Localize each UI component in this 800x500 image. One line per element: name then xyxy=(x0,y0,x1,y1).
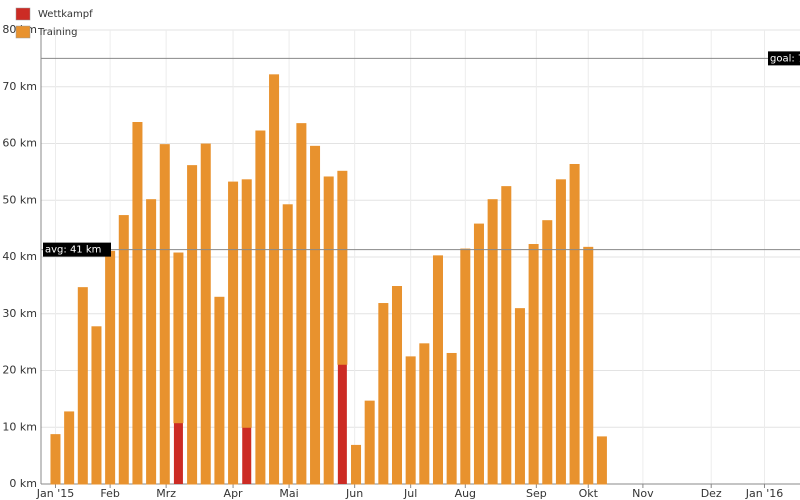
bar-segment xyxy=(255,130,266,485)
y-tick-label: 10 km xyxy=(2,420,37,433)
bar-segment xyxy=(432,255,443,485)
bar-segment xyxy=(378,303,389,485)
x-tick-label: Jan '15 xyxy=(36,487,74,500)
bar-segment xyxy=(460,248,471,485)
x-tick-label: Sep xyxy=(526,487,547,500)
x-tick-label: Okt xyxy=(579,487,599,500)
bar-segment xyxy=(77,287,88,485)
y-tick-label: 40 km xyxy=(2,250,37,263)
bar-segment xyxy=(555,179,566,485)
bar-segment xyxy=(405,356,416,485)
x-tick-label: Jan '16 xyxy=(745,487,783,500)
bar-segment xyxy=(310,145,321,485)
bar-segment xyxy=(187,165,198,485)
x-tick-label: Jun xyxy=(345,487,363,500)
y-tick-label: 30 km xyxy=(2,307,37,320)
x-tick-label: Mrz xyxy=(156,487,176,500)
x-tick-label: Nov xyxy=(632,487,654,500)
y-tick-label: 0 km xyxy=(9,477,37,490)
y-tick-label: 20 km xyxy=(2,364,37,377)
x-tick-label: Apr xyxy=(224,487,244,500)
y-tick-label: 70 km xyxy=(2,80,37,93)
bar-segment xyxy=(159,144,170,485)
x-tick-label: Mai xyxy=(279,487,298,500)
bar-segment xyxy=(282,204,293,485)
bar-segment xyxy=(242,427,252,484)
bar-segment xyxy=(200,143,211,485)
bar-segment xyxy=(542,220,553,485)
bar-segment xyxy=(446,352,457,485)
bar-segment xyxy=(351,444,362,485)
bar-segment xyxy=(269,74,280,485)
bar-segment xyxy=(50,434,61,485)
x-tick-label: Aug xyxy=(455,487,476,500)
x-tick-label: Feb xyxy=(100,487,119,500)
legend-swatch xyxy=(15,7,31,21)
bar-segment xyxy=(337,170,348,365)
bar-segment xyxy=(241,179,252,428)
reference-label-bg xyxy=(43,242,111,257)
bar-segment xyxy=(391,286,403,485)
bar-segment xyxy=(173,252,184,424)
bar-segment xyxy=(91,326,102,485)
bar-segment xyxy=(132,122,143,485)
bar-segment xyxy=(487,199,498,485)
bar-segment xyxy=(118,215,129,485)
bar-segment xyxy=(173,422,183,484)
bar-segment xyxy=(501,186,512,485)
bar-segment xyxy=(337,364,347,484)
legend-swatch xyxy=(15,25,31,39)
y-tick-label: 60 km xyxy=(2,137,37,150)
bar-segment xyxy=(473,223,484,485)
bar-segment xyxy=(528,244,539,485)
x-tick-label: Jul xyxy=(403,487,417,500)
legend-label: Wettkampf xyxy=(38,9,93,20)
bar-segment xyxy=(569,163,580,485)
bar-segment xyxy=(105,250,116,485)
bar-segment xyxy=(214,296,225,485)
bar-segment xyxy=(583,246,594,485)
bar-segment xyxy=(228,181,239,485)
bar-segment xyxy=(514,308,525,485)
reference-label: avg: 41 km xyxy=(45,245,101,256)
y-tick-label: 50 km xyxy=(2,193,37,206)
bar-segment xyxy=(596,436,607,485)
bar-segment xyxy=(419,343,430,485)
legend-label: Training xyxy=(37,27,77,38)
bar-segment xyxy=(64,411,75,485)
reference-label-bg xyxy=(768,51,800,66)
bar-segment xyxy=(364,400,375,485)
bar-segment xyxy=(296,123,307,485)
reference-label: goal: 7 xyxy=(770,53,800,64)
x-tick-label: Dez xyxy=(701,487,722,500)
bar-segment xyxy=(146,199,157,485)
bar-segment xyxy=(323,176,334,485)
